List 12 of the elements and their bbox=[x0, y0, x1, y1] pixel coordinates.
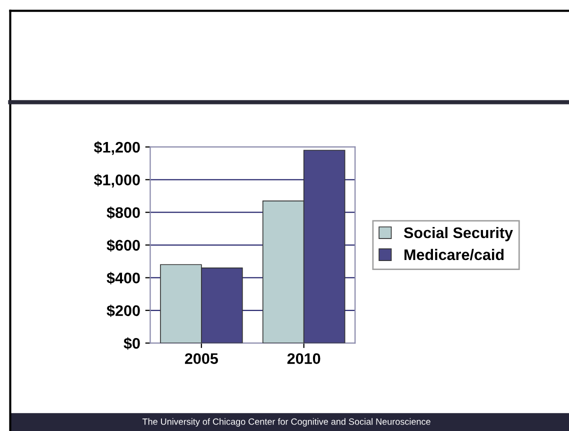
y-tick-label: $1,200 bbox=[94, 141, 140, 155]
x-tick-label: 2010 bbox=[287, 353, 320, 364]
y-tick-label: $0 bbox=[124, 337, 140, 350]
y-tick-label: $800 bbox=[106, 206, 140, 220]
y-tick-label: $200 bbox=[106, 304, 140, 318]
y-tick-label: $600 bbox=[106, 239, 140, 252]
text: The University of Chicago Center for Cognitive and Social Neuroscience bbox=[142, 418, 430, 427]
legend-label: Social Security bbox=[404, 226, 513, 242]
y-tick-label: $1,000 bbox=[94, 174, 140, 188]
x-tick-label: 2005 bbox=[184, 353, 218, 364]
legend-label: Medicare/caid bbox=[404, 248, 504, 260]
y-tick-label: $400 bbox=[106, 272, 140, 284]
